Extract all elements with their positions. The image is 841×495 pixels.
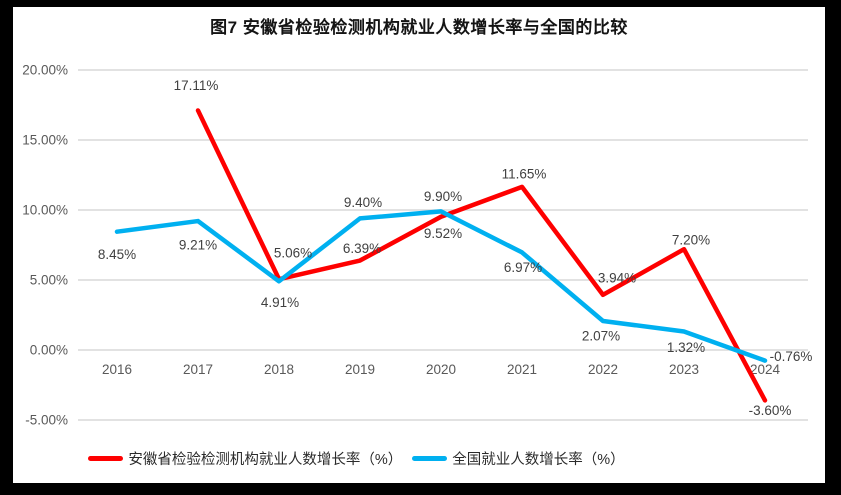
data-label: 9.52% [424,226,462,241]
x-axis-label: 2017 [183,362,213,377]
data-label: -0.76% [770,349,813,364]
x-axis-label: 2023 [669,362,699,377]
data-label: 9.90% [424,189,462,204]
data-label: 1.32% [667,340,705,355]
series-line-national [114,209,768,363]
legend-label-anhui: 安徽省检验检测机构就业人数增长率（%） [128,452,403,468]
y-axis-label: -5.00% [25,413,68,428]
anhui-line-swatch-icon [88,456,124,461]
x-axis-label: 2018 [264,362,294,377]
x-axis-label: 2019 [345,362,375,377]
x-axis-label: 2016 [102,362,132,377]
x-axis-label: 2021 [507,362,537,377]
data-label: 2.07% [582,329,620,344]
data-label: 6.39% [343,241,381,256]
legend-item-anhui: 安徽省检验检测机构就业人数增长率（%） [88,448,402,469]
data-label: 7.20% [672,233,710,248]
x-axis-label: 2024 [750,362,781,377]
data-label: 3.94% [598,270,636,285]
data-label: 4.91% [261,295,299,310]
data-label: 8.45% [98,247,136,262]
national-line-swatch-icon [412,456,448,461]
data-label: 9.40% [344,195,382,210]
data-label: 17.11% [174,78,219,93]
data-label: -3.60% [749,403,792,418]
data-label: 11.65% [502,166,547,181]
data-label: 6.97% [504,260,542,275]
x-axis-label: 2022 [588,362,618,377]
legend: 安徽省检验检测机构就业人数增长率（%） 全国就业人数增长率（%） [0,448,777,469]
series-line-anhui [195,108,768,403]
y-axis-label: 15.00% [22,133,68,148]
chart-canvas [13,7,825,483]
y-axis-label: 10.00% [22,203,68,218]
chart-title: 图7 安徽省检验检测机构就业人数增长率与全国的比较 [210,18,628,37]
y-axis-label: 5.00% [30,273,68,288]
y-axis-label: 20.00% [22,63,68,78]
data-label: 5.06% [274,246,312,261]
y-axis-label: 0.00% [30,343,68,358]
x-axis-label: 2020 [426,362,456,377]
legend-item-national: 全国就业人数增长率（%） [412,448,625,469]
legend-label-national: 全国就业人数增长率（%） [452,452,625,468]
data-label: 9.21% [179,238,217,253]
